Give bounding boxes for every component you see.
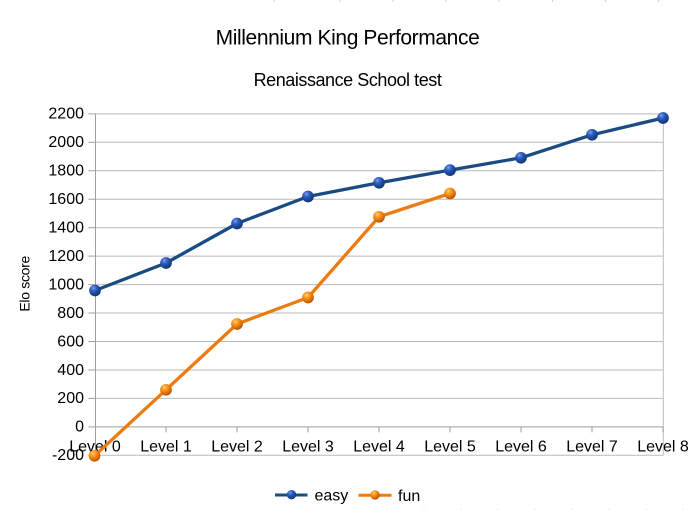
svg-text:easy: easy	[315, 487, 349, 504]
svg-text:Renaissance School test: Renaissance School test	[254, 70, 442, 90]
svg-text:Level 4: Level 4	[353, 438, 405, 455]
svg-text:Elo score: Elo score	[16, 255, 32, 311]
svg-text:1800: 1800	[48, 163, 84, 180]
svg-text:0: 0	[75, 419, 84, 436]
svg-text:Level 8: Level 8	[637, 438, 689, 455]
svg-text:Level 3: Level 3	[282, 438, 334, 455]
svg-text:Level 1: Level 1	[140, 438, 192, 455]
svg-text:Level 2: Level 2	[211, 438, 263, 455]
svg-text:200: 200	[57, 390, 84, 407]
svg-text:1200: 1200	[48, 248, 84, 265]
svg-text:-200: -200	[52, 447, 84, 464]
svg-text:2000: 2000	[48, 134, 84, 151]
svg-text:Level 6: Level 6	[495, 438, 547, 455]
svg-text:1600: 1600	[48, 191, 84, 208]
svg-text:fun: fun	[398, 488, 420, 505]
svg-text:400: 400	[57, 362, 84, 379]
svg-text:Level 7: Level 7	[566, 438, 618, 455]
svg-text:1400: 1400	[48, 220, 84, 237]
svg-text:2200: 2200	[48, 106, 84, 123]
svg-text:Level 5: Level 5	[424, 438, 476, 455]
svg-text:800: 800	[57, 305, 84, 322]
svg-text:Millennium King Performance: Millennium King Performance	[216, 27, 480, 50]
svg-text:1000: 1000	[48, 276, 84, 293]
svg-text:600: 600	[57, 333, 84, 350]
